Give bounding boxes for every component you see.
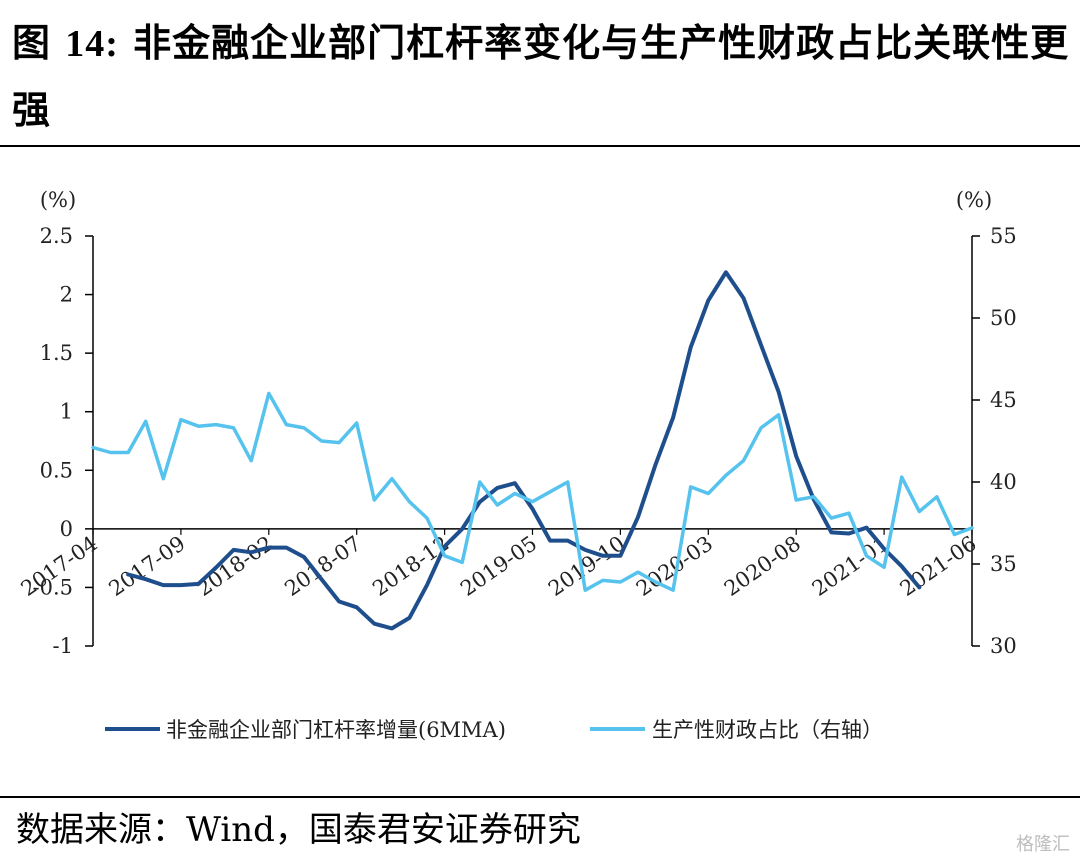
x-tick-label: 2018-07 xyxy=(280,531,365,601)
x-tick-label: 2017-09 xyxy=(105,531,190,601)
x-tick-label: 2018-12 xyxy=(368,531,453,601)
x-tick-label: 2021-06 xyxy=(896,531,981,601)
left-tick-label: -0.5 xyxy=(33,575,74,599)
left-tick-label: 1.5 xyxy=(40,341,73,365)
left-tick-label: -1 xyxy=(53,634,73,658)
left-axis-unit: (%) xyxy=(40,188,76,212)
source-note: 数据来源：Wind，国泰君安证券研究 xyxy=(16,810,581,850)
right-tick-label: 50 xyxy=(990,306,1017,330)
left-tick-label: 2 xyxy=(60,283,73,307)
right-tick-label: 45 xyxy=(990,388,1017,412)
left-tick-label: 2.5 xyxy=(40,224,73,248)
left-tick-label: 0 xyxy=(60,517,73,541)
x-tick-label: 2020-08 xyxy=(720,531,805,601)
left-tick-label: 0.5 xyxy=(40,458,73,482)
legend-label-leverage: 非金融企业部门杠杆率增量(6MMA) xyxy=(166,718,506,742)
figure-prefix: 图 xyxy=(12,20,52,65)
bottom-rule xyxy=(0,796,1080,798)
x-tick-label: 2018-02 xyxy=(192,531,277,601)
top-rule xyxy=(0,145,1080,147)
right-axis-unit: (%) xyxy=(956,188,992,212)
line-chart: 2.5 2 1.5 1 0.5 0 -0.5 -1 55 50 45 40 35 30 (%) (%) 2017… xyxy=(17,188,1017,742)
left-tick-label: 1 xyxy=(60,400,73,424)
right-tick-label: 55 xyxy=(990,224,1017,248)
right-tick-label: 35 xyxy=(990,552,1017,576)
figure-title: 图 14: 非金融企业部门杠杆率变化与生产性财政占比关联性更强 xyxy=(12,10,1072,143)
x-tick-label: 2019-05 xyxy=(456,531,541,601)
watermark: 格隆汇 xyxy=(1016,834,1070,855)
series-line-fiscal-share xyxy=(91,391,974,592)
right-tick-label: 30 xyxy=(990,634,1017,658)
figure-number: 14: xyxy=(65,23,119,65)
legend-label-fiscal: 生产性财政占比（右轴） xyxy=(652,718,883,742)
figure-title-text: 非金融企业部门杠杆率变化与生产性财政占比关联性更强 xyxy=(12,20,1070,132)
right-tick-label: 40 xyxy=(990,470,1017,494)
